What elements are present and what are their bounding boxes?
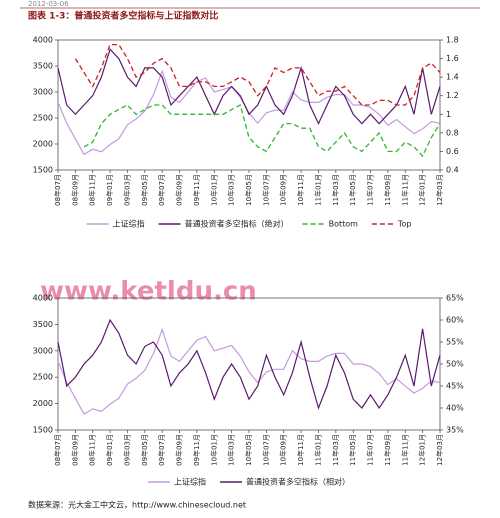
x-tick-label: 10年01月	[209, 434, 218, 466]
legend-label: 普通投资者多空指标（绝对）	[185, 219, 289, 229]
y2-tick-label: 65%	[446, 294, 464, 303]
x-tick-label: 11年01月	[313, 434, 322, 466]
plot-frame	[57, 39, 441, 171]
x-tick-label: 11年11月	[400, 174, 409, 206]
y2-tick-label: 60%	[446, 316, 464, 325]
y2-tick-label: 1.4	[446, 73, 459, 82]
x-tick-label: 09年05月	[140, 174, 149, 206]
x-tick-label: 09年11月	[192, 434, 201, 466]
y2-tick-label: 1.6	[446, 54, 459, 63]
x-tick-label: 11年03月	[331, 434, 340, 466]
x-tick-label: 10年03月	[227, 434, 236, 466]
x-tick-label: 11年07月	[366, 174, 375, 206]
watermark: www.ketldu.cn	[40, 277, 257, 307]
y-tick-label: 2500	[33, 114, 53, 123]
y-tick-label: 3000	[33, 88, 53, 97]
y-tick-label: 2500	[33, 373, 53, 382]
x-tick-label: 11年01月	[313, 174, 322, 206]
x-tick-label: 09年01月	[105, 434, 114, 466]
chart-title: 图表 1-3：普通投资者多空指标与上证指数对比	[28, 10, 218, 22]
x-tick-label: 10年07月	[261, 434, 270, 466]
x-tick-label: 10年09月	[279, 174, 288, 206]
legend-label: 上证综指	[113, 219, 145, 229]
x-tick-label: 11年03月	[331, 174, 340, 206]
y2-tick-label: 35%	[446, 426, 464, 435]
x-tick-label: 09年07月	[157, 174, 166, 206]
x-tick-label: 09年07月	[157, 434, 166, 466]
y-tick-label: 2000	[33, 399, 53, 408]
legend: 上证综指 普通投资者多空指标（绝对） Bottom Top	[86, 219, 412, 229]
y2-tick-label: 1	[446, 110, 451, 119]
x-tick-label: 08年09月	[70, 434, 79, 466]
x-tick-label: 12年03月	[435, 434, 444, 466]
x-tick-label: 09年01月	[105, 174, 114, 206]
x-tick-label: 12年01月	[418, 174, 427, 206]
x-tick-label: 11年09月	[383, 174, 392, 206]
y2-tick-label: 50%	[446, 360, 464, 369]
x-tick-label: 10年07月	[261, 174, 270, 206]
y-tick-label: 4000	[33, 36, 53, 45]
y2-tick-label: 1.2	[446, 91, 459, 100]
legend-label: Bottom	[329, 220, 359, 229]
series-line	[57, 318, 441, 410]
y-tick-label: 3000	[33, 346, 53, 355]
x-tick-label: 10年01月	[209, 174, 218, 206]
x-tick-label: 09年03月	[122, 434, 131, 466]
y2-tick-label: 1.8	[446, 36, 459, 45]
series-line	[83, 104, 441, 158]
series-line	[57, 48, 441, 126]
y-tick-label: 1500	[33, 166, 53, 175]
x-tick-label: 10年05月	[244, 174, 253, 206]
x-tick-label: 10年11月	[296, 174, 305, 206]
y-tick-label: 3500	[33, 62, 53, 71]
legend-label: Top	[397, 220, 412, 229]
x-tick-label: 10年11月	[296, 434, 305, 466]
y2-tick-label: 45%	[446, 382, 464, 391]
x-tick-label: 09年05月	[140, 434, 149, 466]
y2-tick-label: 40%	[446, 404, 464, 413]
y2-tick-label: 55%	[446, 338, 464, 347]
x-tick-label: 08年07月	[53, 434, 62, 466]
x-tick-label: 12年01月	[418, 434, 427, 466]
y-tick-label: 3500	[33, 320, 53, 329]
x-tick-label: 10年03月	[227, 174, 236, 206]
x-tick-label: 09年11月	[192, 174, 201, 206]
legend-label: 普通投资者多空指标（相对）	[246, 477, 350, 487]
x-tick-label: 10年09月	[279, 434, 288, 466]
y2-tick-label: 0.8	[446, 128, 459, 137]
y2-tick-label: 0.4	[446, 166, 459, 175]
x-tick-label: 08年11月	[88, 174, 97, 206]
header: 2012-03-06	[28, 0, 69, 8]
source-note: 数据来源：光大金工中文云，http://www.chinesecloud.net	[28, 500, 246, 510]
x-tick-label: 11年11月	[400, 434, 409, 466]
x-tick-label: 10年05月	[244, 434, 253, 466]
x-tick-label: 11年05月	[348, 174, 357, 206]
x-tick-label: 11年09月	[383, 434, 392, 466]
x-tick-label: 11年05月	[348, 434, 357, 466]
x-tick-label: 08年11月	[88, 434, 97, 466]
x-tick-label: 09年09月	[175, 434, 184, 466]
x-tick-label: 08年09月	[70, 174, 79, 206]
plot-frame	[57, 297, 441, 431]
x-tick-label: 09年09月	[175, 174, 184, 206]
y-tick-label: 2000	[33, 140, 53, 149]
y2-tick-label: 0.6	[446, 147, 459, 156]
series-line	[57, 327, 441, 416]
series-line	[57, 69, 441, 156]
x-tick-label: 08年07月	[53, 174, 62, 206]
x-tick-label: 09年03月	[122, 174, 131, 206]
series-line	[74, 43, 441, 106]
x-tick-label: 11年07月	[366, 434, 375, 466]
x-tick-label: 12年03月	[435, 174, 444, 206]
legend-label: 上证综指	[174, 477, 206, 487]
y-tick-label: 1500	[33, 426, 53, 435]
y-tick-label: 4000	[33, 294, 53, 303]
legend: 上证综指 普通投资者多空指标（相对）	[148, 477, 350, 487]
